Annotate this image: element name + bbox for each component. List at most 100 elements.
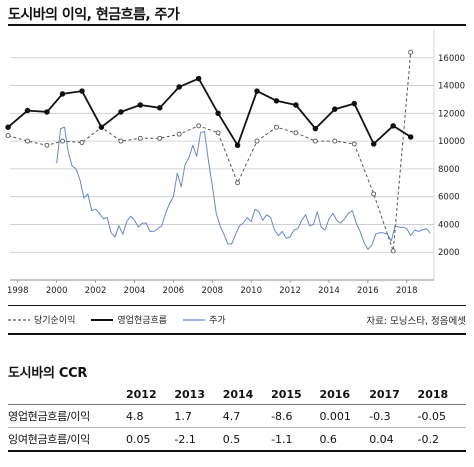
y-tick-label: 6000 xyxy=(438,193,460,203)
data-point-dashed xyxy=(371,191,377,197)
data-point-solid-bold xyxy=(407,134,414,140)
data-point-dashed xyxy=(254,138,260,144)
y-tick-label: 2000 xyxy=(438,248,460,258)
thin-line-icon xyxy=(183,318,206,321)
y-tick-label: 4000 xyxy=(438,220,460,230)
data-point-solid-bold xyxy=(79,88,85,94)
table-cell: -0.3 xyxy=(369,404,418,428)
table-cell: 0.04 xyxy=(369,427,418,452)
data-point-solid-bold xyxy=(176,84,182,90)
ccr-header-2018: 2018 xyxy=(417,384,466,405)
data-point-solid-bold xyxy=(273,98,280,104)
data-point-solid-bold xyxy=(5,124,11,130)
data-point-dashed xyxy=(274,124,279,130)
data-point-solid-bold xyxy=(59,91,66,97)
table-cell: -8.6 xyxy=(271,404,320,428)
data-point-solid-bold xyxy=(332,106,338,112)
series-line-thin xyxy=(56,126,431,250)
row-label: 잉여현금흐름/이익 xyxy=(8,427,126,452)
ccr-title: 도시바의 CCR xyxy=(8,366,88,381)
legend-label-stock-price: 주가 xyxy=(209,316,226,326)
ccr-table: 2012 2013 2014 2015 2016 2017 2018 영업현금흐… xyxy=(8,384,466,452)
ccr-header-2016: 2016 xyxy=(319,384,370,405)
legend-item-stock-price: 주가 xyxy=(183,313,226,326)
series-line-dashed xyxy=(7,52,412,252)
legend-label-net-income: 당기순이익 xyxy=(34,316,76,326)
x-tick-label: 2014 xyxy=(318,286,340,296)
y-tick-label: 16000 xyxy=(438,54,465,64)
data-point-solid-bold xyxy=(234,142,241,149)
table-cell: 4.8 xyxy=(126,404,175,428)
data-point-solid-bold xyxy=(293,102,299,108)
data-point-dashed xyxy=(5,133,11,139)
data-point-dashed xyxy=(408,49,414,55)
y-tick-label: 12000 xyxy=(438,109,465,119)
data-point-dashed xyxy=(332,138,338,144)
data-point-solid-bold xyxy=(157,105,163,111)
page-title: 도시바의 이익, 현금흐름, 주가 xyxy=(8,7,180,23)
table-cell: 0.05 xyxy=(126,427,175,452)
solid-line-icon xyxy=(91,318,114,321)
table-cell: 0.001 xyxy=(319,404,370,428)
ccr-header-2017: 2017 xyxy=(369,384,418,405)
data-point-dashed xyxy=(79,140,85,145)
y-tick-label: 14000 xyxy=(438,82,465,92)
chart-legend: 당기순이익 영업현금흐름 주가 xyxy=(8,313,242,326)
data-point-dashed xyxy=(215,130,221,136)
legend-divider xyxy=(8,305,466,306)
data-point-solid-bold xyxy=(390,123,396,129)
data-point-dashed xyxy=(235,180,241,186)
data-point-solid-bold xyxy=(44,109,50,115)
x-tick-label: 1998 xyxy=(7,286,29,296)
data-point-dashed xyxy=(137,135,143,141)
table-cell: -0.05 xyxy=(417,404,466,428)
data-point-dashed xyxy=(293,130,299,136)
table-cell: 4.7 xyxy=(222,404,272,428)
ccr-header-2014: 2014 xyxy=(222,384,272,405)
x-tick-label: 2000 xyxy=(46,286,68,296)
x-tick-label: 2012 xyxy=(279,286,301,296)
row-label: 영업현금흐름/이익 xyxy=(8,404,126,428)
data-point-dashed xyxy=(44,142,50,148)
ccr-header-blank xyxy=(8,384,126,405)
data-point-dashed xyxy=(157,135,163,141)
ccr-header-row: 2012 2013 2014 2015 2016 2017 2018 xyxy=(8,384,466,405)
table-cell: -2.1 xyxy=(174,427,223,452)
table-cell: -0.2 xyxy=(417,427,466,452)
data-point-dashed xyxy=(25,138,30,144)
data-point-dashed xyxy=(118,138,124,144)
x-tick-label: 2008 xyxy=(201,286,223,296)
data-point-solid-bold xyxy=(137,102,144,108)
data-point-solid-bold xyxy=(312,125,319,132)
data-point-solid-bold xyxy=(195,75,202,82)
data-point-dashed xyxy=(60,138,65,144)
data-point-solid-bold xyxy=(351,100,358,107)
table-row: 잉여현금흐름/이익 0.05 -2.1 0.5 -1.1 0.6 0.04 -0… xyxy=(8,427,466,452)
table-row: 영업현금흐름/이익 4.8 1.7 4.7 -8.6 0.001 -0.3 -0… xyxy=(8,404,466,428)
table-cell: 0.5 xyxy=(222,427,272,452)
table-cell: 0.6 xyxy=(319,427,370,452)
data-point-dashed xyxy=(312,138,318,144)
x-tick-label: 2018 xyxy=(396,286,418,296)
ccr-header-2015: 2015 xyxy=(271,384,320,405)
x-tick-label: 2004 xyxy=(124,286,146,296)
x-tick-label: 2016 xyxy=(357,286,379,296)
data-point-dashed xyxy=(390,248,396,254)
legend-label-operating-cf: 영업현금흐름 xyxy=(117,316,168,326)
data-point-solid-bold xyxy=(254,88,260,94)
dashed-line-icon xyxy=(8,318,30,321)
data-point-solid-bold xyxy=(118,109,124,115)
series-line-solid-bold xyxy=(7,77,412,147)
data-point-dashed xyxy=(196,123,202,129)
data-point-dashed xyxy=(176,131,182,137)
y-tick-label: 8000 xyxy=(438,165,460,175)
table-cell: -1.1 xyxy=(271,427,320,452)
section-rule xyxy=(8,333,466,335)
data-point-dashed xyxy=(351,141,357,147)
data-point-solid-bold xyxy=(24,107,31,114)
data-point-solid-bold xyxy=(98,124,105,130)
chart-area: 2000 4000 6000 8000 10000 12000 14000 16000 1998… xyxy=(5,30,465,296)
x-tick-label: 2010 xyxy=(240,286,262,296)
data-point-solid-bold xyxy=(215,110,221,117)
x-tick-label: 2002 xyxy=(85,286,107,296)
